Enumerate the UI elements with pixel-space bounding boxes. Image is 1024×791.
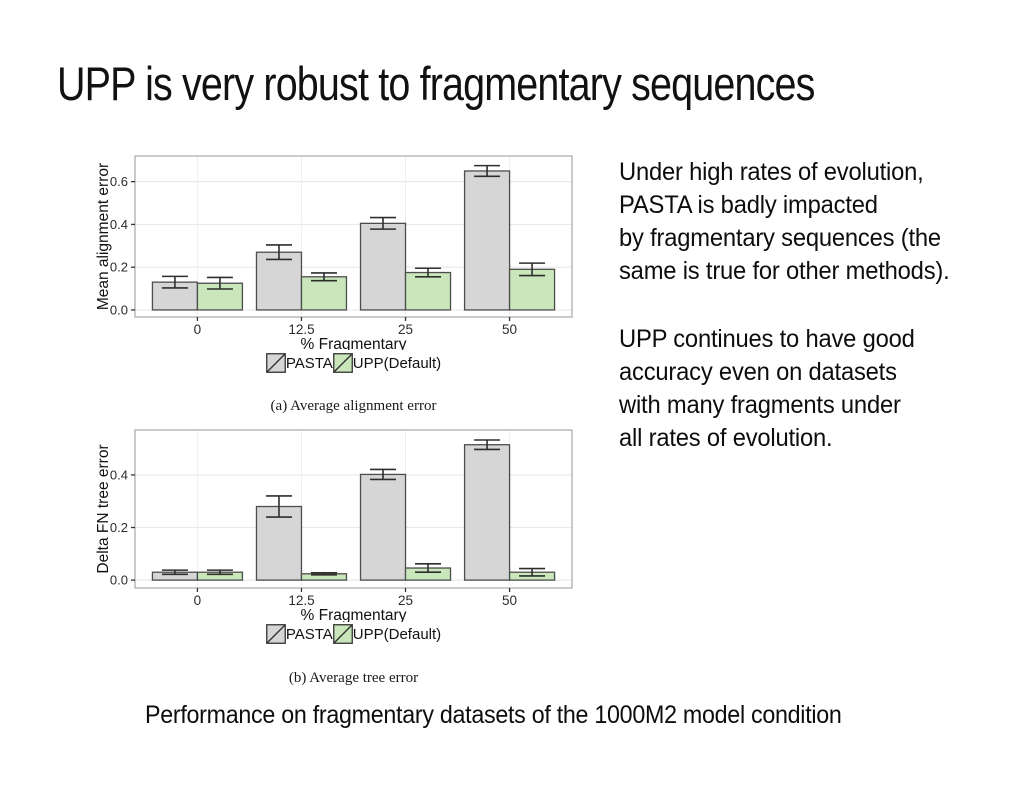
svg-text:0.2: 0.2 [110,260,128,275]
svg-text:12.5: 12.5 [288,322,314,337]
legend-swatch-UPP(Default) [332,624,353,644]
chart-b-legend: PASTA UPP(Default) [135,624,572,644]
svg-text:0.0: 0.0 [110,302,128,317]
legend-swatch-UPP(Default) [332,353,353,373]
svg-text:25: 25 [398,593,413,608]
svg-text:0.4: 0.4 [110,217,128,232]
side-text-line: PASTA is badly impacted [619,191,878,219]
page-title: UPP is very robust to fragmentary sequen… [57,57,815,110]
chart-a-caption: (a) Average alignment error [270,398,437,414]
y-axis-label: Delta FN tree error [95,444,112,573]
legend-label: PASTA [285,354,333,372]
tree-error-chart: 0.0 0.2 0.4 Delta FN tree error 0 12.5 25 50 % F… [95,424,580,690]
x-axis: 0 12.5 25 50 [194,317,517,337]
bottom-caption: Performance on fragmentary datasets of t… [145,701,842,729]
y-axis-label: Mean alignment error [95,163,112,310]
svg-text:0.2: 0.2 [110,520,128,535]
legend-label: PASTA [285,625,333,643]
legend-label: UPP(Default) [352,625,442,643]
side-text-line: by fragmentary sequences (the [619,224,941,252]
bar-PASTA-50 [463,170,511,311]
paragraph-gap [619,288,1018,323]
svg-text:0.6: 0.6 [110,174,128,189]
side-text-line: accuracy even on datasets [619,358,897,386]
x-axis-label: % Fragmentary [301,607,407,622]
error-bars [161,164,546,290]
svg-text:0: 0 [194,593,202,608]
bar-UPP(Default)-25 [404,271,452,311]
svg-text:0.0: 0.0 [110,573,128,588]
bar-PASTA-12.5 [255,505,303,581]
side-text-line: Under high rates of evolution, [619,158,924,186]
error-bars [161,439,546,577]
chart-b-caption: (b) Average tree error [288,670,419,686]
legend-swatch-PASTA [265,353,286,373]
y-axis: 0.0 0.2 0.4 0.6 [110,174,135,317]
x-axis: 0 12.5 25 50 [194,588,517,608]
bar-PASTA-25 [359,222,407,311]
svg-text:25: 25 [398,322,413,337]
side-text: Under high rates of evolution, PASTA is … [619,156,1018,455]
side-text-line: same is true for other methods). [619,257,950,285]
legend-swatch-PASTA [265,624,286,644]
svg-text:50: 50 [502,593,517,608]
x-axis-label: % Fragmentary [301,336,407,350]
side-text-line: all rates of evolution. [619,424,833,452]
side-text-line: with many fragments under [619,391,901,419]
bar-PASTA-25 [359,473,407,581]
alignment-error-chart: 0.0 0.2 0.4 0.6 Mean alignment error 0 12.5 25 5… [95,150,580,420]
bar-UPP(Default)-12.5 [300,276,348,311]
chart-a-canvas: 0.0 0.2 0.4 0.6 Mean alignment error 0 12.5 25 5… [95,150,580,355]
y-axis: 0.0 0.2 0.4 [110,467,135,588]
chart-a-legend: PASTA UPP(Default) [135,353,572,373]
svg-text:0.4: 0.4 [110,467,128,482]
svg-text:50: 50 [502,322,517,337]
side-text-line: UPP continues to have good [619,325,915,353]
bar-PASTA-50 [463,444,511,581]
legend-label: UPP(Default) [352,354,442,372]
chart-b-canvas: 0.0 0.2 0.4 Delta FN tree error 0 12.5 25 50 % F… [95,424,580,627]
svg-text:12.5: 12.5 [288,593,314,608]
svg-text:0: 0 [194,322,202,337]
bar-PASTA-12.5 [255,251,303,311]
